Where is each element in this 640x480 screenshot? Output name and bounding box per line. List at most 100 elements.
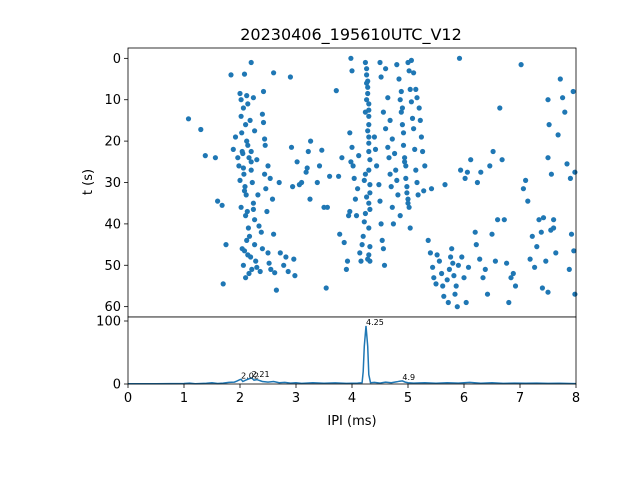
scatter-point: [243, 213, 249, 219]
scatter-point: [379, 237, 385, 243]
scatter-point: [304, 165, 310, 171]
scatter-point: [412, 146, 418, 152]
scatter-point: [404, 190, 410, 196]
scatter-point: [478, 169, 484, 175]
y-tick-label: 0: [113, 378, 121, 393]
scatter-point: [290, 184, 296, 190]
scatter-point: [212, 155, 218, 161]
scatter-point: [444, 277, 450, 283]
scatter-point: [307, 196, 313, 202]
scatter-point: [347, 208, 353, 215]
scatter-point: [434, 252, 440, 258]
scatter-point: [367, 182, 373, 188]
scatter-point: [353, 213, 360, 219]
scatter-point: [400, 130, 407, 136]
scatter-point: [244, 208, 250, 215]
scatter-point: [407, 225, 413, 231]
scatter-point: [252, 217, 258, 223]
scatter-point: [260, 119, 267, 126]
scatter-point: [254, 264, 260, 270]
x-tick-label: 1: [180, 391, 188, 406]
scatter-point: [240, 262, 246, 268]
scatter-point: [399, 105, 405, 111]
scatter-point: [364, 97, 370, 103]
scatter-point: [385, 95, 391, 101]
scatter-point: [294, 159, 300, 165]
scatter-point: [463, 299, 469, 306]
peak-label: 4.25: [366, 318, 384, 327]
scatter-point: [548, 171, 555, 177]
scatter-point: [257, 268, 263, 275]
scatter-point: [568, 231, 575, 237]
scatter-point: [336, 173, 342, 179]
scatter-point: [344, 258, 351, 264]
scatter-point: [239, 130, 245, 136]
scatter-point: [220, 281, 226, 287]
scatter-point: [411, 126, 417, 132]
scatter-point: [420, 148, 426, 155]
scatter-point: [346, 213, 352, 219]
scatter-point: [413, 167, 419, 173]
scatter-point: [492, 258, 498, 264]
scatter-point: [364, 66, 370, 72]
scatter-point: [461, 275, 467, 281]
scatter-point: [238, 97, 244, 103]
scatter-point: [273, 287, 279, 293]
scatter-point: [415, 192, 421, 198]
scatter-point: [366, 200, 372, 206]
scatter-point: [253, 258, 259, 264]
scatter-point: [393, 167, 399, 173]
scatter-point: [567, 175, 574, 181]
scatter-point: [545, 155, 551, 161]
scatter-point: [472, 229, 478, 235]
chart-title: 20230406_195610UTC_V12: [240, 25, 462, 45]
scatter-point: [425, 237, 431, 243]
scatter-point: [539, 285, 546, 291]
scatter-point: [237, 177, 243, 183]
scatter-point: [462, 175, 468, 181]
scatter-point: [276, 179, 282, 186]
scatter-point: [248, 167, 254, 173]
scatter-point: [366, 252, 372, 258]
scatter-point: [367, 244, 373, 250]
scatter-point: [245, 142, 251, 148]
scatter-point: [198, 126, 204, 133]
scatter-point: [377, 59, 383, 66]
scatter-point: [241, 188, 248, 194]
scatter-point: [250, 206, 256, 212]
scatter-point: [305, 148, 311, 155]
scatter-point: [560, 95, 566, 101]
scatter-point: [262, 171, 268, 177]
scatter-point: [349, 68, 355, 74]
scatter-point: [433, 281, 439, 287]
scatter-point: [337, 231, 343, 237]
scatter-point: [536, 217, 542, 223]
scatter-point: [473, 242, 479, 248]
scatter-point: [378, 74, 384, 80]
scatter-point: [436, 258, 442, 264]
scatter-point: [397, 213, 403, 219]
scatter-point: [341, 239, 347, 246]
scatter-point: [366, 134, 372, 140]
scatter-point: [417, 117, 423, 123]
scatter-point: [269, 196, 276, 202]
x-axis-label: IPI (ms): [327, 414, 376, 429]
y-tick-label: 30: [104, 176, 121, 191]
scatter-point: [249, 266, 255, 272]
scatter-point: [365, 84, 371, 90]
scatter-point: [256, 223, 262, 229]
scatter-point: [495, 217, 501, 223]
scatter-point: [564, 161, 570, 167]
scatter-point: [484, 291, 491, 297]
scatter-point: [518, 62, 524, 68]
scatter-point: [281, 262, 287, 268]
scatter-point: [404, 184, 410, 190]
scatter-point: [219, 202, 225, 208]
scatter-point: [202, 153, 208, 159]
x-tick-label: 3: [292, 391, 300, 406]
scatter-point: [316, 163, 323, 169]
histogram-frame: [127, 316, 577, 385]
scatter-point: [452, 291, 458, 297]
scatter-point: [246, 270, 252, 277]
